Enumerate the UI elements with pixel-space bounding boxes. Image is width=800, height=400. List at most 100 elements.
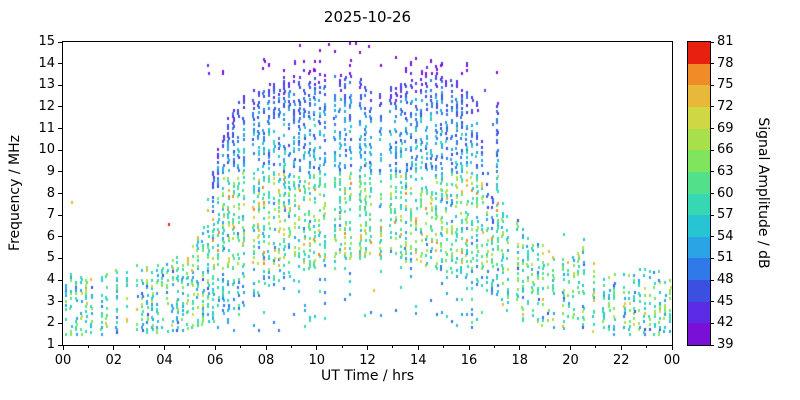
colorbar-tick-label: 75: [717, 77, 734, 93]
x-tick: [164, 345, 165, 350]
colorbar-tick-label: 60: [717, 185, 734, 201]
y-tick: [58, 106, 63, 108]
colorbar-tick-label: 72: [717, 98, 734, 114]
colorbar-segment: [688, 42, 710, 64]
x-tick: [265, 345, 267, 350]
y-tick: [58, 236, 63, 238]
colorbar-segment: [688, 193, 710, 216]
colorbar-tick: [710, 236, 714, 238]
x-minor-tick: [646, 345, 648, 348]
x-tick-label: 14: [409, 353, 427, 368]
scatter-canvas: [63, 42, 672, 345]
y-tick: [58, 149, 63, 151]
y-tick: [58, 84, 63, 86]
colorbar-segment: [688, 301, 710, 324]
colorbar-tick: [710, 63, 714, 65]
y-tick-label: 3: [46, 293, 55, 309]
x-tick-label: 18: [511, 353, 529, 368]
colorbar-tick-label: 63: [717, 163, 734, 179]
y-tick-label: 13: [38, 77, 55, 93]
x-minor-tick: [138, 345, 140, 348]
colorbar-tick-label: 42: [717, 315, 734, 331]
y-tick-label: 15: [38, 34, 55, 49]
x-tick: [519, 345, 521, 350]
x-minor-tick: [493, 345, 495, 348]
y-tick-label: 14: [38, 55, 55, 71]
colorbar-tick: [710, 257, 714, 259]
colorbar-tick: [710, 149, 714, 151]
x-minor-tick: [87, 345, 89, 348]
y-tick: [58, 279, 63, 281]
y-tick-label: 10: [38, 142, 55, 158]
plot-area: [62, 41, 673, 346]
x-tick: [316, 345, 318, 350]
x-minor-tick: [341, 345, 343, 348]
x-tick-label: 10: [308, 353, 326, 368]
x-tick: [214, 345, 216, 350]
x-minor-tick: [595, 345, 597, 348]
y-tick-label: 7: [46, 207, 55, 223]
x-tick-label: 16: [460, 353, 478, 368]
colorbar-tick-label: 81: [717, 34, 734, 49]
x-tick: [620, 345, 622, 350]
colorbar-segment: [688, 171, 710, 194]
colorbar-tick: [710, 301, 714, 303]
y-tick: [58, 214, 63, 216]
x-tick-label: 22: [612, 353, 630, 368]
chart-title: 2025-10-26: [323, 8, 412, 26]
y-tick: [58, 171, 63, 173]
x-tick: [671, 345, 673, 350]
y-tick-label: 6: [46, 228, 55, 244]
x-tick-label: 12: [359, 353, 376, 368]
x-tick: [113, 345, 115, 350]
x-tick: [62, 345, 64, 350]
y-tick: [58, 257, 63, 259]
colorbar-tick-label: 78: [717, 55, 734, 71]
colorbar-segment: [688, 236, 710, 259]
colorbar: [687, 41, 711, 346]
x-tick-label: 04: [156, 353, 173, 368]
colorbar-segment: [688, 150, 710, 172]
colorbar-segment: [688, 85, 710, 107]
y-tick-label: 9: [46, 163, 55, 179]
colorbar-segment: [688, 63, 710, 86]
x-minor-tick: [392, 345, 394, 348]
colorbar-tick: [710, 322, 714, 324]
y-axis-label: Frequency / MHz: [7, 135, 23, 251]
colorbar-segment: [688, 258, 710, 281]
y-tick: [58, 193, 63, 194]
x-minor-tick: [189, 345, 191, 348]
x-tick-label: 00: [54, 353, 72, 368]
colorbar-tick: [710, 344, 714, 346]
y-tick-label: 5: [46, 250, 55, 266]
x-tick: [417, 345, 419, 350]
y-tick: [58, 344, 63, 346]
x-tick: [367, 345, 368, 350]
colorbar-segment: [688, 323, 710, 345]
x-tick-label: 20: [562, 353, 579, 368]
colorbar-tick-label: 69: [717, 120, 734, 136]
colorbar-tick: [710, 128, 714, 130]
colorbar-tick: [710, 279, 714, 281]
colorbar-tick: [710, 171, 714, 173]
y-tick-label: 4: [46, 272, 55, 288]
colorbar-tick: [710, 193, 714, 194]
y-tick: [58, 63, 63, 65]
colorbar-tick-label: 57: [717, 207, 734, 223]
colorbar-tick-label: 54: [717, 228, 734, 244]
colorbar-tick: [710, 106, 714, 108]
y-tick: [58, 128, 63, 130]
colorbar-tick-label: 48: [717, 272, 734, 288]
y-tick: [58, 322, 63, 324]
y-tick-label: 8: [46, 185, 55, 201]
colorbar-tick: [710, 214, 714, 216]
colorbar-tick: [710, 84, 714, 86]
colorbar-tick-label: 51: [717, 250, 734, 266]
colorbar-tick: [710, 41, 714, 43]
colorbar-label: Signal Amplitude / dB: [755, 117, 771, 269]
x-tick-label: 02: [105, 353, 123, 368]
x-tick: [570, 345, 571, 350]
x-tick-label: 00: [663, 353, 681, 368]
x-minor-tick: [544, 345, 546, 348]
